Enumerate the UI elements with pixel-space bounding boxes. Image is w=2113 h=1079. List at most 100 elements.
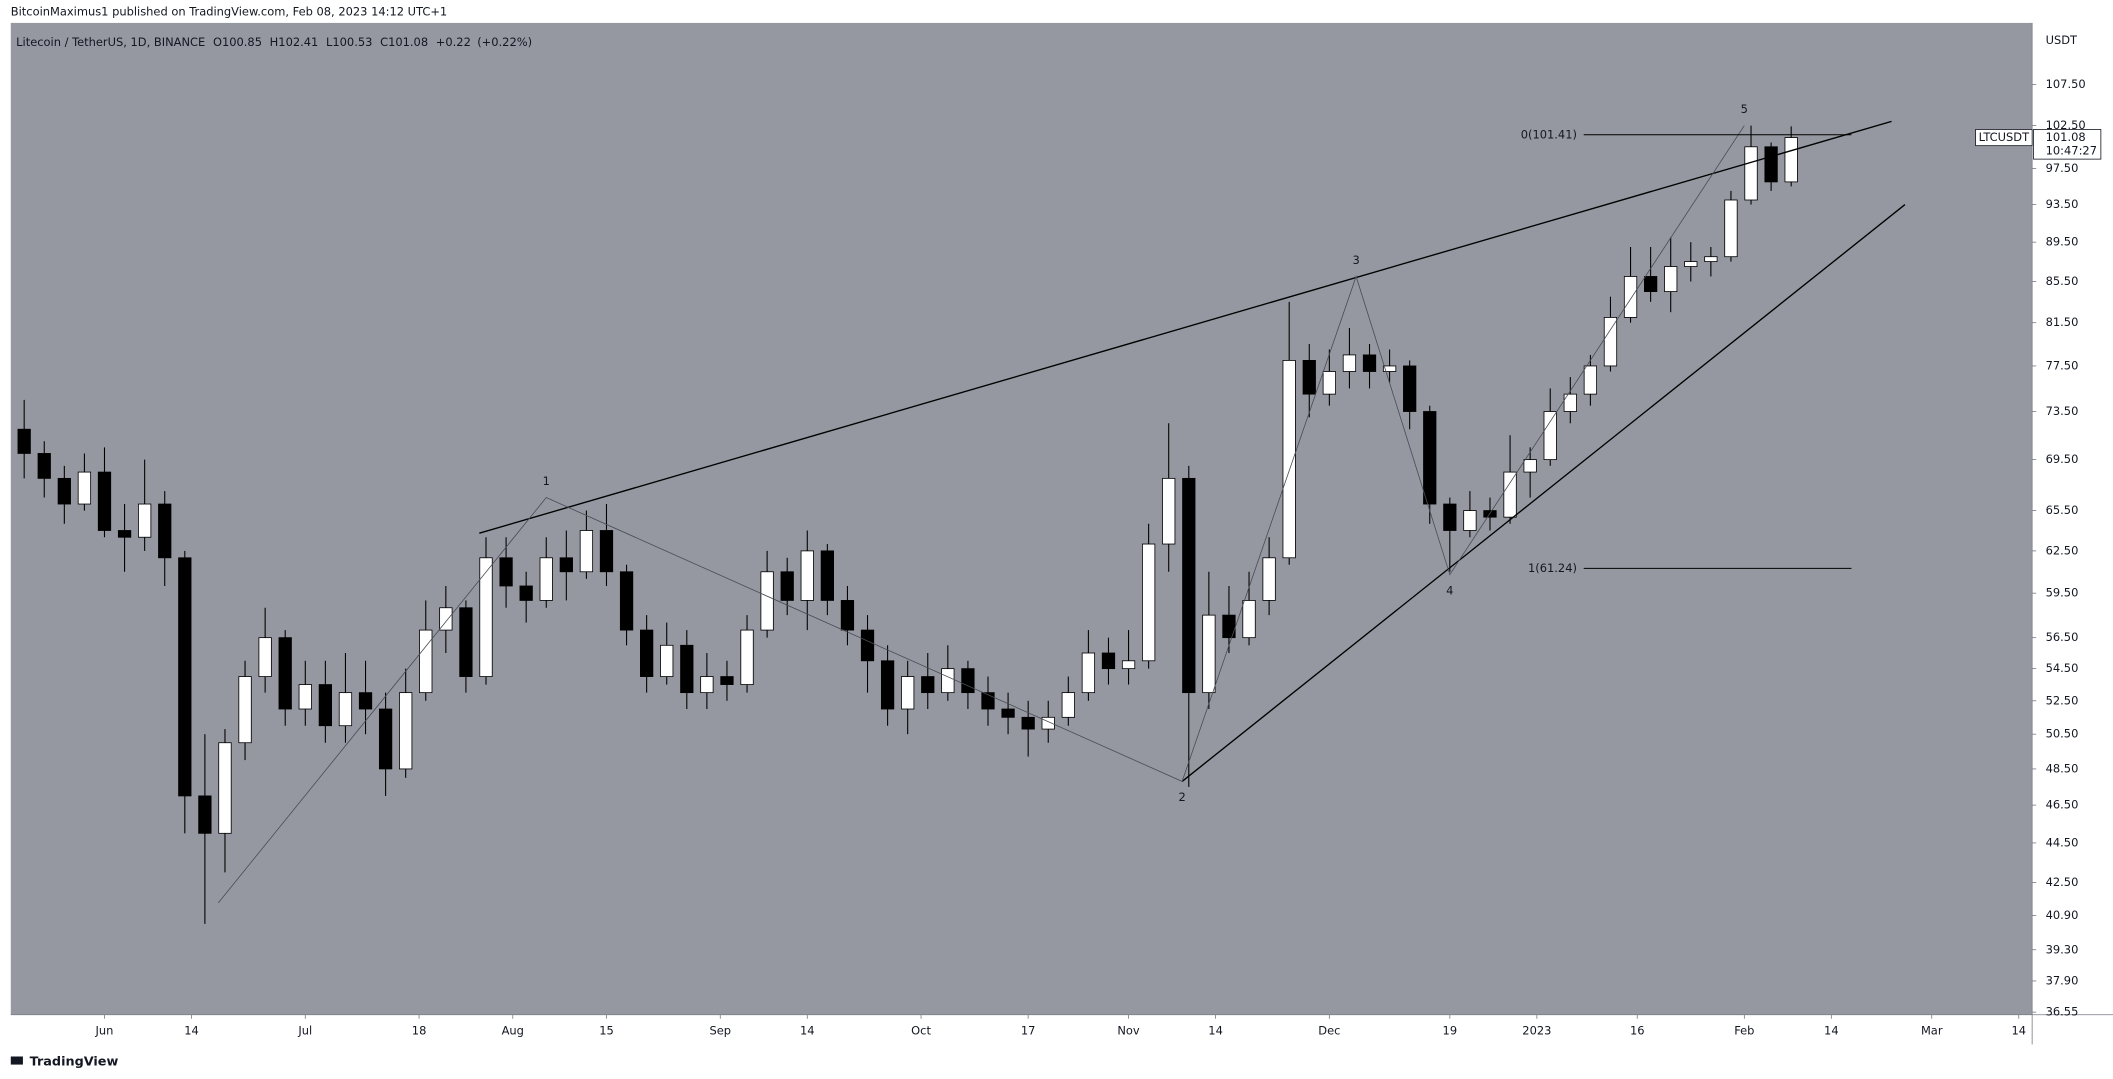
candle-body <box>1222 614 1236 639</box>
candle-body <box>820 550 834 601</box>
candle-body <box>559 557 573 573</box>
x-tick-label: Dec <box>1318 1023 1340 1037</box>
y-unit: USDT <box>2046 33 2078 47</box>
candle-body <box>1342 354 1357 372</box>
candle-body <box>37 453 51 479</box>
candle-body <box>1322 371 1336 395</box>
symbol: Litecoin / TetherUS, 1D, BINANCE <box>16 34 205 48</box>
low-value: 100.53 <box>332 34 372 48</box>
candle-body <box>77 471 92 505</box>
candle-body <box>399 692 413 770</box>
candle-body <box>479 557 493 677</box>
candle-body <box>1623 276 1638 318</box>
logo-mark <box>10 1056 23 1065</box>
candle-body <box>178 557 192 797</box>
candle-body <box>1583 365 1598 395</box>
candle-body <box>318 684 332 727</box>
x-tick-label: 14 <box>1824 1023 1839 1037</box>
y-tick-label: 62.50 <box>2046 543 2079 557</box>
candle-body <box>1744 146 1758 201</box>
x-tick-label: Oct <box>911 1023 931 1037</box>
y-tick-label: 85.50 <box>2046 274 2079 288</box>
open-label: O <box>213 34 222 48</box>
y-tick-label: 77.50 <box>2046 358 2079 372</box>
footer-logo: TradingView <box>10 1054 119 1069</box>
price-tag: 101.08 <box>2046 130 2086 144</box>
candle-body <box>760 571 774 631</box>
y-tick-label: 50.50 <box>2046 727 2079 741</box>
candle-body <box>57 477 71 505</box>
y-tick-label: 93.50 <box>2046 197 2079 211</box>
high-value: 102.41 <box>278 34 318 48</box>
candle-body <box>1423 411 1437 505</box>
candle-body <box>1041 716 1055 730</box>
wave-label: 4 <box>1446 583 1453 597</box>
candle-body <box>439 607 453 631</box>
footer: TradingView <box>30 1054 119 1069</box>
candle-body <box>499 557 513 587</box>
candle-body <box>1302 360 1316 395</box>
candle-body <box>860 629 875 662</box>
candle-body <box>941 668 955 694</box>
x-tick-label: 16 <box>1630 1023 1645 1037</box>
candle-body <box>1643 276 1658 293</box>
candle-body <box>1443 503 1457 531</box>
change: +0.22 <box>436 34 471 48</box>
x-tick-label: Sep <box>709 1023 731 1037</box>
x-tick-label: 15 <box>599 1023 614 1037</box>
candle-body <box>378 708 393 770</box>
y-tick-label: 89.50 <box>2046 235 2079 249</box>
x-tick-label: 2023 <box>1522 1023 1551 1037</box>
plot-content: 1 2 3 4 5 0(101.41) 1(61.24) <box>17 102 1906 924</box>
y-tick-label: 69.50 <box>2046 452 2079 466</box>
y-tick-label: 54.50 <box>2046 661 2079 675</box>
y-tick-label: 46.50 <box>2046 798 2079 812</box>
candle-body <box>278 637 292 710</box>
candle-body <box>1563 393 1577 412</box>
candle-body <box>358 692 373 710</box>
x-tick-label: Nov <box>1117 1023 1140 1037</box>
wave-label: 3 <box>1352 253 1359 267</box>
candle-body <box>840 600 855 631</box>
candle-body <box>1503 471 1517 518</box>
candle-body <box>1603 317 1618 367</box>
candle-body <box>1704 256 1718 263</box>
y-tick-label: 44.50 <box>2046 835 2079 849</box>
y-tick-label: 36.55 <box>2046 1005 2079 1019</box>
y-tick-label: 40.90 <box>2046 908 2079 922</box>
candle-body <box>660 644 674 677</box>
axes: 107.50 102.50 97.50 93.50 89.50 85.50 81.50 77.… <box>95 77 2102 1037</box>
y-tick-label: 42.50 <box>2046 875 2079 889</box>
candle-body <box>298 684 312 710</box>
x-tick-label: 14 <box>184 1023 199 1037</box>
wave-label: 1 <box>543 474 550 488</box>
candle-body <box>1081 652 1096 694</box>
candle-body <box>1101 652 1116 670</box>
y-tick-label: 48.50 <box>2046 761 2079 775</box>
y-tick-label: 39.30 <box>2046 942 2079 956</box>
candle-body <box>1021 716 1035 730</box>
legend: Litecoin / TetherUS, 1D, BINANCE O100.85… <box>16 34 532 48</box>
candle-body <box>579 530 594 573</box>
trendline <box>1181 204 1906 782</box>
candle-body <box>238 676 252 744</box>
low-label: L <box>326 34 333 48</box>
candle-body <box>1262 557 1276 601</box>
candle-body <box>258 637 272 677</box>
candle-body <box>117 530 132 538</box>
y-tick-label: 97.50 <box>2046 161 2079 175</box>
candle-body <box>1382 365 1397 372</box>
y-tick-label: 102.50 <box>2046 118 2086 132</box>
x-tick-label: Aug <box>502 1023 524 1037</box>
candle-body <box>720 676 734 685</box>
y-tick-label: 107.50 <box>2046 77 2086 91</box>
y-tick-label: 56.50 <box>2046 630 2079 644</box>
x-tick-label: 19 <box>1443 1023 1458 1037</box>
candle-body <box>680 644 694 694</box>
candle-body <box>1362 354 1377 372</box>
x-tick-label: Feb <box>1734 1023 1754 1037</box>
candle-body <box>459 607 473 677</box>
candle-body <box>539 557 553 601</box>
candle-body <box>519 585 533 601</box>
candle-body <box>17 428 31 454</box>
